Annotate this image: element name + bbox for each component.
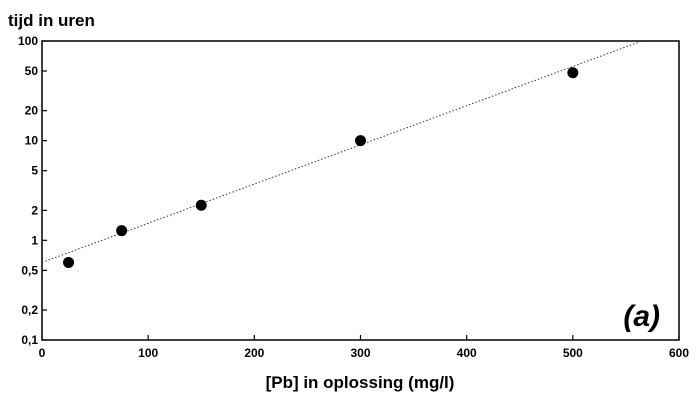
trend-line [41,40,643,263]
x-tick-label: 500 [563,346,583,360]
y-tick-label: 100 [18,34,38,48]
data-points [63,67,579,268]
y-tick-label: 0,2 [21,303,38,317]
y-tick-label: 0,5 [21,263,38,277]
y-tick-label: 2 [31,203,38,217]
x-tick-label: 200 [244,346,264,360]
data-point [116,225,128,237]
y-tick-label: 1 [31,233,38,247]
x-tick-label: 600 [669,346,689,360]
panel-label: (a) [623,300,660,333]
data-point [355,135,366,147]
x-tick-label: 0 [39,346,46,360]
y-tick-label: 5 [31,164,38,178]
y-axis-title: tijd in uren [8,11,95,30]
x-tick-label: 100 [138,346,158,360]
data-point [63,256,75,268]
x-axis-title: [Pb] in oplossing (mg/l) [266,373,455,392]
data-point [567,67,579,79]
y-tick-label: 20 [25,104,39,118]
x-axis: 0 100 200 300 400 500 600 [39,335,689,360]
plot-frame [41,40,680,341]
y-tick-label: 10 [25,134,39,148]
x-tick-label: 400 [457,346,477,360]
y-tick-label: 50 [25,64,39,78]
x-tick-label: 300 [350,346,370,360]
y-tick-label: 0,1 [21,333,38,347]
y-axis: 100 50 20 10 5 2 1 0,5 0,2 0,1 [18,34,47,347]
data-point [195,199,207,211]
